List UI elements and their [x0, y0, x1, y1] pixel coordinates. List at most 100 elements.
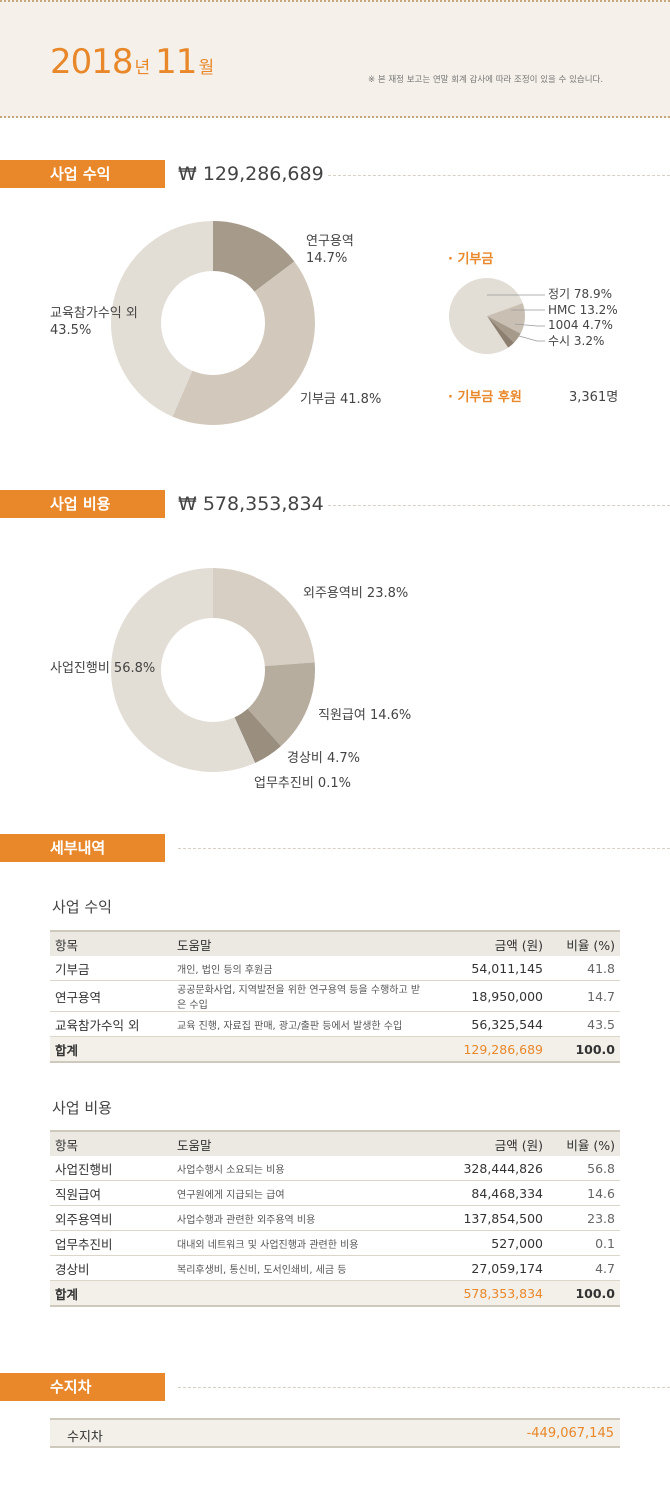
audit-notice: ※ 본 재정 보고는 연말 회계 감사에 따라 조정이 있을 수 있습니다. [368, 75, 604, 85]
row-description: 사업수행과 관련한 외주용역 비용 [172, 1205, 428, 1231]
legend-regular: 정기 78.9% [548, 287, 613, 301]
details-section-label: 세부내역 [0, 834, 165, 862]
table-row: 외주용역비 사업수행과 관련한 외주용역 비용 137,854,500 23.8 [50, 1205, 620, 1231]
row-item: 연구용역 [50, 980, 172, 1012]
report-date: 2018 년 11 월 [50, 42, 219, 82]
row-percent: 4.7 [548, 1255, 620, 1281]
table-total-row: 합계 129,286,689 100.0 [50, 1036, 620, 1063]
label-donation: 기부금 41.8% [300, 392, 382, 407]
donation-slice-0 [449, 278, 523, 354]
donation-slice-2 [487, 316, 521, 343]
row-percent: 14.6 [548, 1180, 620, 1206]
donation-slice-3 [487, 316, 515, 348]
col-description: 도움말 [172, 1130, 428, 1156]
balance-row: 수지차 -449,067,145 [50, 1418, 620, 1448]
row-amount: 54,011,145 [428, 956, 548, 981]
label-research-service: 연구용역 14.7% [306, 234, 354, 266]
row-item: 경상비 [50, 1255, 172, 1281]
row-amount: 18,950,000 [428, 980, 548, 1012]
expense-table-title: 사업 비용 [52, 1099, 112, 1117]
donation-title: · 기부금 [448, 252, 494, 267]
row-percent: 0.1 [548, 1230, 620, 1256]
donation-pie-chart [449, 278, 545, 354]
table-row: 연구용역 공공문화사업, 지역발전을 위한 연구용역 등을 수행하고 받은 수입… [50, 980, 620, 1012]
report-month: 11 [155, 42, 197, 82]
row-amount: 527,000 [428, 1230, 548, 1256]
revenue-section-label: 사업 수익 [0, 160, 165, 188]
row-percent: 23.8 [548, 1205, 620, 1231]
row-description: 교육 진행, 자료집 판매, 광고/출판 등에서 발생한 수입 [172, 1011, 428, 1037]
total-label: 합계 [50, 1280, 172, 1307]
table-row: 업무추진비 대내외 네트워크 및 사업진행과 관련한 비용 527,000 0.… [50, 1230, 620, 1256]
col-description: 도움말 [172, 930, 428, 956]
row-amount: 84,468,334 [428, 1180, 548, 1206]
details-divider [178, 848, 670, 849]
total-percent: 100.0 [548, 1280, 620, 1307]
label-education-income: 교육참가수익 외 43.5% [50, 306, 138, 338]
total-label: 합계 [50, 1036, 172, 1063]
donation-legend: 정기 78.9% HMC 13.2% 1004 4.7% 수시 3.2% [548, 287, 618, 349]
label-salary: 직원급여 14.6% [318, 708, 412, 723]
month-unit: 월 [198, 58, 214, 78]
balance-divider [178, 1387, 670, 1388]
balance-value: -449,067,145 [526, 1426, 614, 1441]
row-description: 공공문화사업, 지역발전을 위한 연구용역 등을 수행하고 받은 수입 [172, 980, 428, 1012]
row-item: 사업진행비 [50, 1156, 172, 1181]
balance-row-label: 수지차 [67, 1430, 103, 1445]
donation-sponsor-label: · 기부금 후원 [448, 390, 522, 405]
total-percent: 100.0 [548, 1036, 620, 1063]
row-description: 복리후생비, 통신비, 도서인쇄비, 세금 등 [172, 1255, 428, 1281]
row-item: 기부금 [50, 956, 172, 981]
table-row: 직원급여 연구원에게 지급되는 급여 84,468,334 14.6 [50, 1180, 620, 1206]
row-percent: 56.8 [548, 1156, 620, 1181]
col-item: 항목 [50, 930, 172, 956]
total-amount: 129,286,689 [428, 1036, 548, 1063]
revenue-table: 항목 도움말 금액 (원) 비율 (%) 기부금 개인, 법인 등의 후원금 5… [50, 930, 620, 1063]
legend-occasional: 수시 3.2% [548, 333, 605, 348]
table-row: 사업진행비 사업수행시 소요되는 비용 328,444,826 56.8 [50, 1156, 620, 1181]
row-description: 대내외 네트워크 및 사업진행과 관련한 비용 [172, 1230, 428, 1256]
col-percent: 비율 (%) [548, 930, 620, 956]
row-amount: 27,059,174 [428, 1255, 548, 1281]
row-description: 사업수행시 소요되는 비용 [172, 1156, 428, 1181]
label-general-expense: 경상비 4.7% [287, 751, 361, 766]
expense-total-amount: ₩ 578,353,834 [178, 493, 324, 515]
row-item: 외주용역비 [50, 1205, 172, 1231]
table-total-row: 합계 578,353,834 100.0 [50, 1280, 620, 1307]
legend-hmc: HMC 13.2% [548, 302, 618, 317]
total-amount: 578,353,834 [428, 1280, 548, 1307]
row-amount: 56,325,544 [428, 1011, 548, 1037]
row-item: 업무추진비 [50, 1230, 172, 1256]
row-amount: 328,444,826 [428, 1156, 548, 1181]
label-project-expense: 사업진행비 56.8% [50, 661, 156, 676]
page-header: 2018 년 11 월 ※ 본 재정 보고는 연말 회계 감사에 따라 조정이 있을 … [0, 0, 670, 118]
row-description: 개인, 법인 등의 후원금 [172, 956, 428, 981]
expense-divider [328, 505, 670, 506]
header-bottom-divider [0, 116, 670, 118]
revenue-donut-chart [110, 221, 316, 425]
revenue-total-amount: ₩ 129,286,689 [178, 163, 324, 185]
table-row: 경상비 복리후생비, 통신비, 도서인쇄비, 세금 등 27,059,174 4… [50, 1255, 620, 1281]
label-outsourcing: 외주용역비 23.8% [303, 586, 409, 601]
row-percent: 43.5 [548, 1011, 620, 1037]
total-description-empty [172, 1036, 428, 1063]
row-percent: 41.8 [548, 956, 620, 981]
balance-section-label: 수지차 [0, 1373, 165, 1401]
expense-table: 항목 도움말 금액 (원) 비율 (%) 사업진행비 사업수행시 소요되는 비용… [50, 1130, 620, 1307]
donation-sponsor-count: 3,361명 [569, 390, 619, 405]
expense-section-label: 사업 비용 [0, 490, 165, 518]
year-unit: 년 [134, 58, 151, 78]
total-description-empty [172, 1280, 428, 1307]
donation-leader-line-2 [514, 323, 545, 327]
table-row: 기부금 개인, 법인 등의 후원금 54,011,145 41.8 [50, 956, 620, 981]
legend-1004: 1004 4.7% [548, 318, 613, 332]
table-header-row: 항목 도움말 금액 (원) 비율 (%) [50, 1130, 620, 1156]
header-top-divider [0, 0, 670, 2]
row-amount: 137,854,500 [428, 1205, 548, 1231]
row-percent: 14.7 [548, 980, 620, 1012]
label-business-promotion: 업무추진비 0.1% [254, 776, 351, 791]
report-year: 2018 [50, 42, 134, 82]
table-row: 교육참가수익 외 교육 진행, 자료집 판매, 광고/출판 등에서 발생한 수입… [50, 1011, 620, 1037]
row-item: 직원급여 [50, 1180, 172, 1206]
col-amount: 금액 (원) [428, 1130, 548, 1156]
